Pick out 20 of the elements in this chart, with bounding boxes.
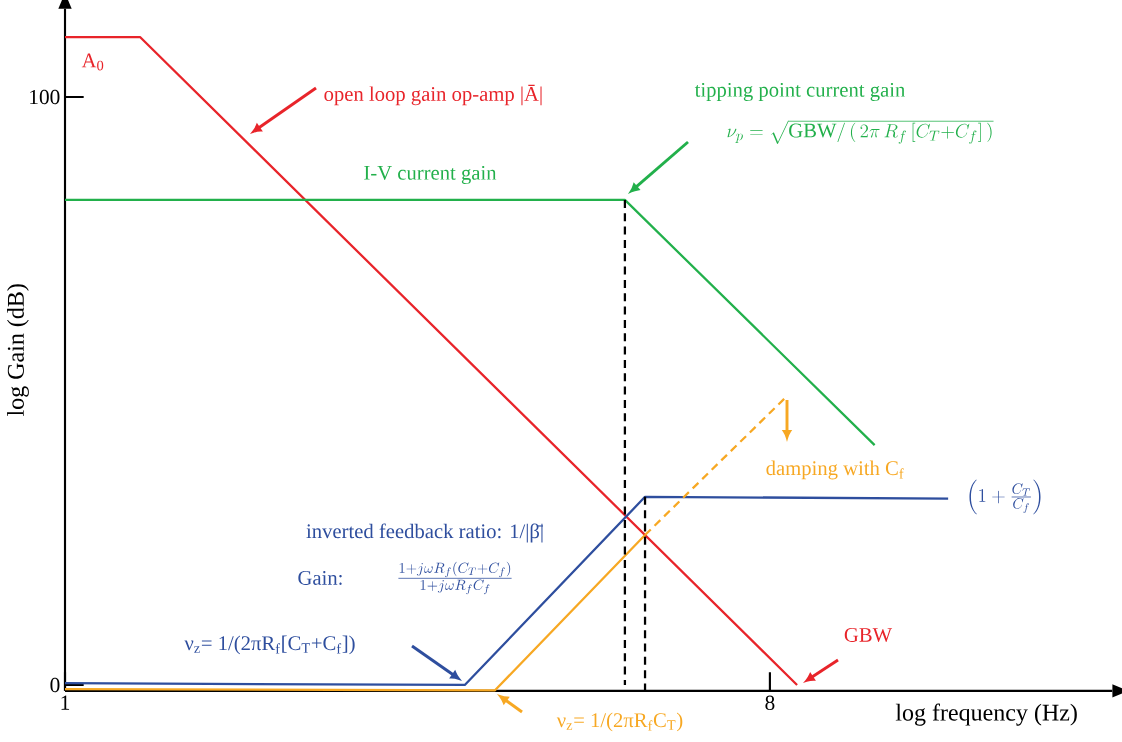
annotation: $\frac{1+j\omega R_f(C_T+C_f)}{1+j\omega R_f C_f}$	[398, 561, 512, 595]
y-tick-label: 100	[30, 89, 60, 105]
annotation: A$_{0}$	[81, 53, 104, 71]
annotation: inverted feedback ratio: 1/|β̄|	[306, 523, 544, 543]
annotation: damping with C$_{f}$	[766, 460, 904, 480]
annotation: GBW	[844, 628, 893, 642]
annotation: Gain:	[298, 571, 342, 585]
annotation: tipping point current gain	[694, 82, 906, 102]
annotation: $\left(1+\frac{C_T}{C_f}\right)$	[969, 479, 1041, 515]
text: ν$_{z}$= 1/(2πR$_{f}$C$_{T}$)	[556, 712, 683, 732]
annotation: open loop gain op-amp |Ā|	[324, 84, 542, 106]
y-axis-title: log Gain (dB)	[7, 284, 29, 416]
annotation: I-V current gain	[364, 165, 497, 185]
y-tick-label: 0	[50, 677, 60, 693]
annotation: $\nu_p = \sqrt{\mathrm{GBW}/\,(\,2\pi\, R_f\,[C_T{+}C_f]\,)}$	[727, 120, 994, 144]
text: ν$_{z}$= 1/(2πR$_{f}$[C$_{T}$+C$_{f}$])	[184, 635, 355, 655]
line-series	[63, 495, 950, 687]
x-tick-label: 1	[61, 695, 70, 710]
x-axis-title: log frequency (Hz)	[895, 703, 1077, 726]
x-tick-label: 8	[765, 695, 775, 710]
